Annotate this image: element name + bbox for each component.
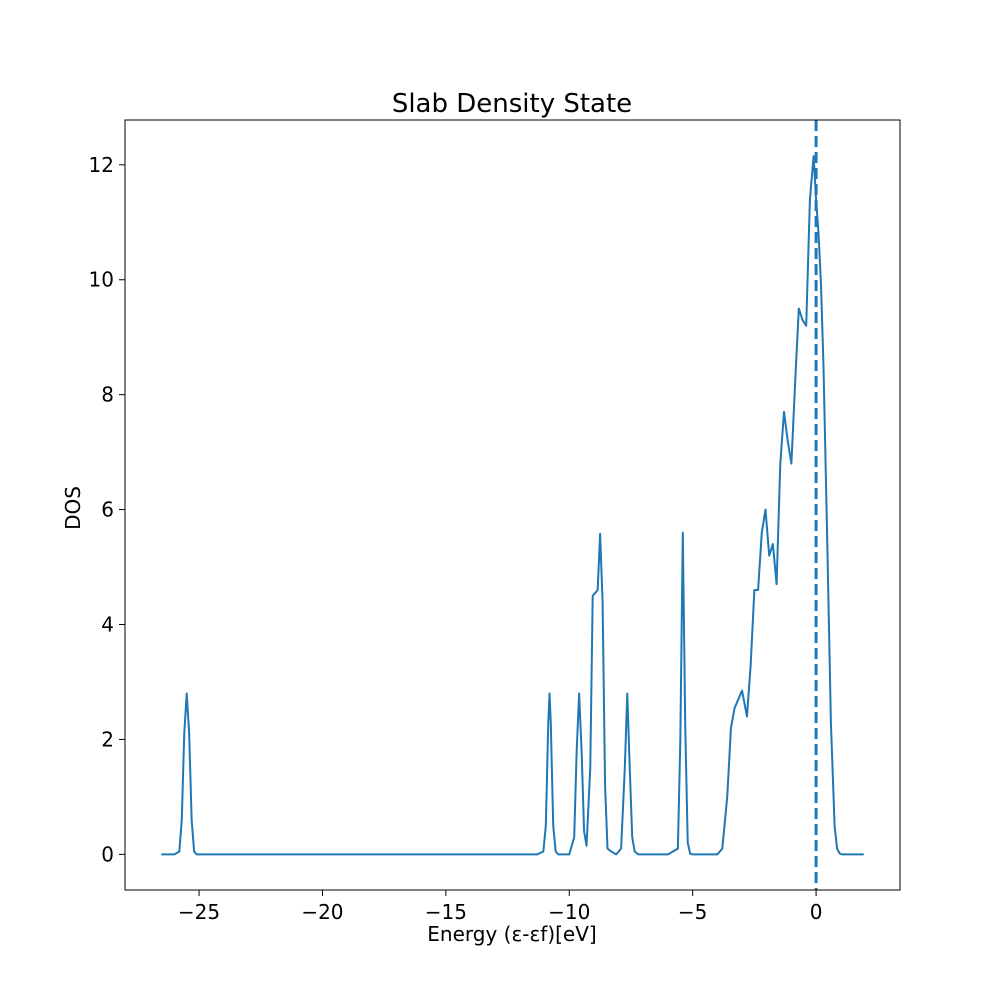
dos-series-line-0 (161, 155, 864, 856)
y-axis-label: DOS (61, 486, 85, 530)
x-axis-label: Energy (ε-εf)[eV] (427, 922, 596, 946)
x-tick-label: −5 (678, 900, 707, 924)
x-tick-label: −25 (178, 900, 220, 924)
axis-ticks: −25 −20 −15 −10 −5 0 0 2 4 6 8 10 12 (89, 153, 823, 924)
y-tick-label: 12 (89, 153, 114, 177)
chart-title: Slab Density State (392, 89, 632, 119)
y-tick-label: 6 (101, 498, 114, 522)
y-tick-label: 2 (101, 727, 114, 751)
y-tick-label: 10 (89, 268, 114, 292)
y-tick-label: 4 (101, 613, 114, 637)
y-tick-label: 8 (101, 383, 114, 407)
x-tick-label: 0 (810, 900, 823, 924)
x-tick-label: −10 (548, 900, 590, 924)
plot-frame (124, 119, 901, 891)
x-tick-label: −15 (425, 900, 467, 924)
plot-area (161, 120, 864, 890)
y-tick-label: 0 (101, 842, 114, 866)
x-tick-label: −20 (301, 900, 343, 924)
